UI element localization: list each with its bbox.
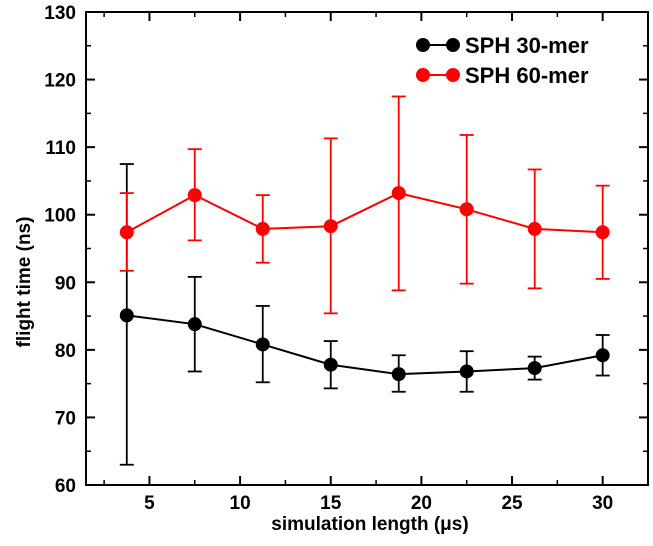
legend-marker	[416, 38, 430, 52]
legend-item-2: SPH 60-mer	[416, 63, 589, 88]
x-tick-label: 5	[144, 493, 155, 514]
data-point	[459, 202, 474, 217]
data-point	[391, 186, 406, 201]
series-line	[126, 192, 603, 234]
x-tick-label: 30	[592, 493, 613, 514]
y-tick-label: 110	[45, 138, 76, 159]
data-point	[527, 361, 542, 376]
legend-label: SPH 30-mer	[465, 33, 589, 58]
x-tick-label: 10	[230, 493, 251, 514]
y-tick-label: 60	[55, 476, 76, 497]
data-point	[255, 337, 270, 352]
legend-marker	[446, 68, 460, 82]
y-tick-label: 80	[55, 341, 76, 362]
legend-marker	[416, 68, 430, 82]
y-tick-label: 90	[55, 273, 76, 294]
data-point	[527, 221, 542, 236]
data-point	[595, 348, 610, 363]
x-tick-label: 20	[411, 493, 432, 514]
legend-marker	[446, 38, 460, 52]
y-axis-label: flight time (ns)	[14, 217, 35, 348]
data-point	[459, 364, 474, 379]
series-2	[119, 95, 610, 315]
x-tick-label: 15	[320, 493, 342, 514]
y-tick-label: 130	[44, 3, 76, 24]
data-point	[391, 367, 406, 382]
series-line	[126, 314, 603, 376]
data-point	[595, 225, 610, 240]
legend-item-1: SPH 30-mer	[416, 33, 589, 58]
data-point	[119, 308, 134, 323]
data-point	[187, 188, 202, 203]
data-point	[187, 317, 202, 332]
x-axis-label: simulation length (μs)	[271, 514, 468, 535]
data-point	[323, 357, 338, 372]
legend-label: SPH 60-mer	[465, 63, 589, 88]
x-tick-label: 25	[501, 493, 523, 514]
data-point	[323, 219, 338, 234]
data-point	[255, 221, 270, 236]
y-tick-label: 100	[44, 206, 76, 227]
y-tick-label: 70	[55, 408, 76, 429]
y-tick-label: 120	[44, 71, 76, 92]
data-point	[119, 225, 134, 240]
